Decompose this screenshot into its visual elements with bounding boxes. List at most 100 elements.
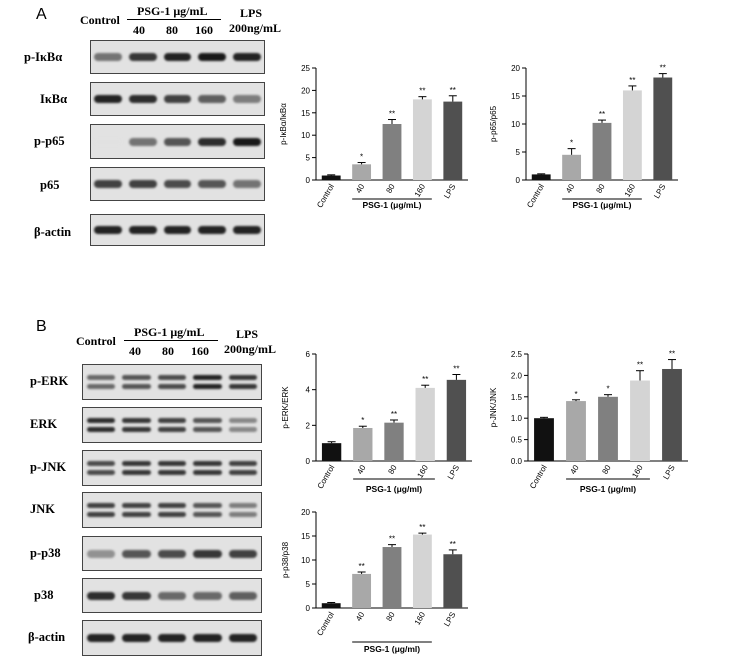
dose-header: 80 xyxy=(162,344,174,358)
blot-label: p-ERK xyxy=(30,374,69,388)
category-label: Control xyxy=(525,182,546,209)
psg-header: PSG-1 μg/mL xyxy=(134,325,205,339)
significance-label: ** xyxy=(660,64,666,73)
y-tick-label: 1.5 xyxy=(511,393,523,402)
blot-band xyxy=(94,226,123,234)
bar xyxy=(653,77,673,180)
bar xyxy=(321,175,341,180)
blot-band xyxy=(193,384,222,390)
blot-band xyxy=(157,634,187,642)
category-label: 80 xyxy=(600,463,613,476)
bar xyxy=(592,122,612,180)
significance-label: * xyxy=(360,153,363,162)
bar xyxy=(630,380,650,461)
blot-band xyxy=(163,53,192,61)
dose-header: 80 xyxy=(166,23,178,37)
panel-b-letter: B xyxy=(36,318,47,335)
blot-band xyxy=(86,512,116,518)
significance-label: ** xyxy=(419,523,425,532)
chart-p-ikba: 0 5 10 15 20 25 p-IκBα/IκBα Control * 40 ** 80 ** 160… xyxy=(279,64,468,210)
y-tick-label: 0 xyxy=(516,176,521,185)
control-header: Control xyxy=(80,13,120,27)
blot-band xyxy=(198,180,226,188)
blot-band xyxy=(193,549,222,558)
category-label: 160 xyxy=(623,182,638,199)
blot-band xyxy=(193,374,222,380)
blot-label: IκBα xyxy=(40,92,68,106)
bar xyxy=(415,387,435,461)
blot-band xyxy=(122,591,151,600)
blot-band xyxy=(193,634,222,642)
blot-label: p65 xyxy=(40,178,60,192)
significance-label: ** xyxy=(599,110,605,119)
significance-label: * xyxy=(574,390,577,399)
y-axis-label: p-IκBα/IκBα xyxy=(279,103,288,145)
significance-label: ** xyxy=(358,562,364,571)
blot-band xyxy=(86,591,116,600)
category-label: LPS xyxy=(661,464,676,482)
blot-band xyxy=(232,53,261,61)
significance-label: ** xyxy=(669,350,675,359)
blot-image xyxy=(82,578,262,613)
significance-label: ** xyxy=(419,87,425,96)
dose-header: 40 xyxy=(133,23,145,37)
blot-band xyxy=(198,226,226,234)
blot-band xyxy=(157,591,187,600)
lps-header: LPS xyxy=(240,6,263,20)
bar xyxy=(622,90,642,180)
psg-header: PSG-1 μg/mL xyxy=(137,4,208,18)
blot-band xyxy=(157,549,187,558)
significance-label: ** xyxy=(629,76,635,85)
blot-image xyxy=(82,364,262,400)
category-label: LPS xyxy=(652,183,667,201)
chart-p-p38: 0 5 10 15 20 p-p38/p38 Control ** 40 ** 80 ** 160 ** L… xyxy=(281,508,468,654)
blot-band xyxy=(157,502,187,508)
blot-band xyxy=(129,95,157,103)
blot-image xyxy=(90,167,265,201)
y-tick-label: 15 xyxy=(511,92,520,101)
blot-band xyxy=(157,417,187,423)
bar xyxy=(412,99,432,180)
y-tick-label: 10 xyxy=(301,556,310,565)
blot-band xyxy=(193,591,222,600)
blot-band xyxy=(86,634,116,642)
significance-label: ** xyxy=(450,540,456,549)
blot-band xyxy=(228,549,258,558)
bar xyxy=(562,154,582,180)
blot-band xyxy=(94,95,123,103)
blot-band xyxy=(86,549,116,558)
blot-band xyxy=(228,634,258,642)
blot-band xyxy=(193,502,222,508)
chart-p-erk: 0 2 4 6 p-ERK/ERK Control * 40 ** 80 ** 160 ** LPS PSG… xyxy=(281,350,472,494)
y-tick-label: 20 xyxy=(301,86,310,95)
blot-image xyxy=(90,124,265,159)
lps-dose-header: 200ng/mL xyxy=(224,342,277,356)
blot-band xyxy=(193,460,222,466)
blot-band xyxy=(86,374,116,380)
blot-band xyxy=(198,137,226,146)
y-tick-label: 25 xyxy=(301,64,310,73)
y-tick-label: 0.0 xyxy=(511,457,523,466)
blot-label: p-JNK xyxy=(30,460,67,474)
blot-band xyxy=(157,512,187,518)
blot-image xyxy=(90,214,265,246)
bar xyxy=(412,534,432,608)
panel-a-letter: A xyxy=(36,6,47,23)
blot-band xyxy=(122,374,151,380)
blot-band xyxy=(232,180,261,188)
category-label: 40 xyxy=(354,610,367,623)
x-axis-label: PSG-1 (μg/ml) xyxy=(366,484,422,494)
category-label: Control xyxy=(315,182,336,209)
blot-label: p-IκBα xyxy=(24,50,63,64)
bar xyxy=(352,573,372,608)
lps-dose-header: 200ng/mL xyxy=(229,21,282,35)
blot-label: JNK xyxy=(30,502,55,516)
blot-band xyxy=(163,180,192,188)
y-tick-label: 2.5 xyxy=(511,350,523,359)
blot-band xyxy=(193,470,222,476)
y-tick-label: 5 xyxy=(516,148,521,157)
significance-label: * xyxy=(361,416,364,425)
significance-label: ** xyxy=(450,86,456,95)
y-tick-label: 10 xyxy=(511,120,520,129)
y-tick-label: 10 xyxy=(301,131,310,140)
